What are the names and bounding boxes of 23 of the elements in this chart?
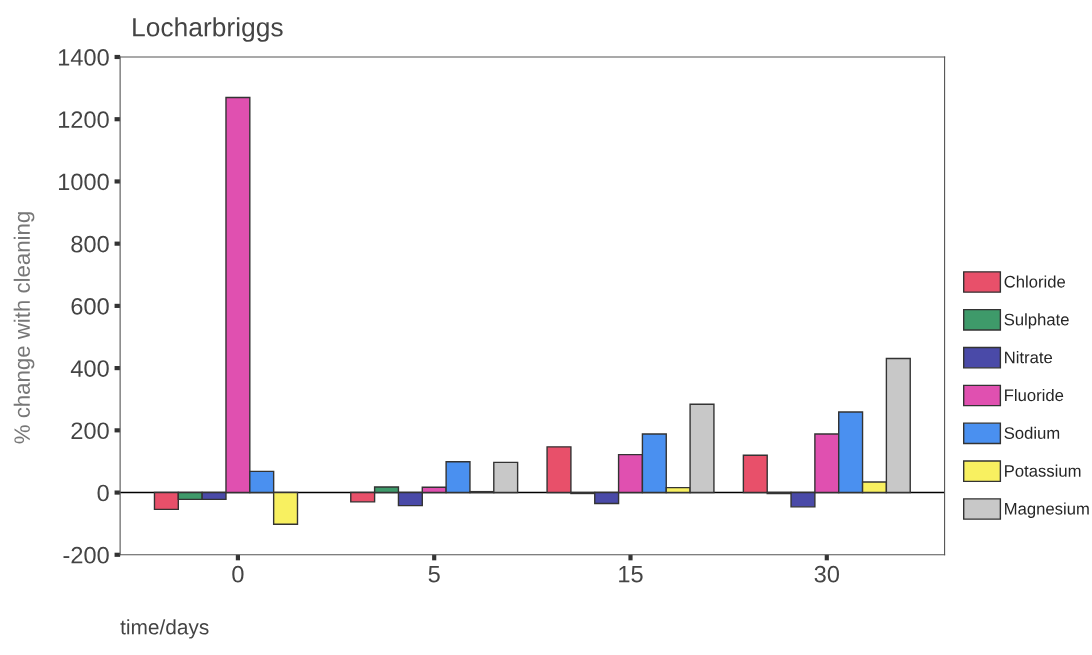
y-tick-label: 200: [71, 422, 109, 440]
y-tick-label: 800: [71, 235, 109, 253]
legend-label: Magnesium: [1005, 502, 1089, 518]
y-tick-label: 1400: [58, 49, 109, 66]
y-tick-label: 0: [97, 484, 109, 502]
y-tick-label: -200: [63, 546, 109, 564]
legend-label: Potassium: [1005, 464, 1081, 477]
chart-title: Locharbriggs: [133, 17, 283, 42]
legend-label: Chloride: [1004, 275, 1066, 288]
x-tick-label: 30: [814, 565, 840, 583]
legend-label: Nitrate: [1005, 351, 1053, 364]
legend-label: Sodium: [1004, 426, 1060, 439]
y-axis-title: % change with cleaning: [13, 212, 35, 444]
legend-label: Fluoride: [1005, 388, 1064, 402]
x-axis-title: time/days: [120, 619, 209, 639]
y-tick-label: 1200: [58, 111, 109, 128]
legend-label: Sulphate: [1004, 313, 1069, 329]
y-tick-label: 400: [70, 360, 109, 377]
y-tick-label: 1000: [58, 173, 109, 191]
x-tick-label: 5: [428, 566, 440, 583]
x-tick-label: 0: [232, 565, 244, 583]
x-tick-label: 15: [619, 566, 643, 583]
y-tick-label: 600: [71, 297, 109, 315]
